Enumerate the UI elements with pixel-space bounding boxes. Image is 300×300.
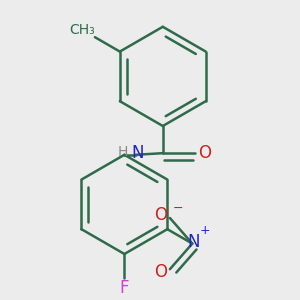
Text: N: N xyxy=(131,144,143,162)
Text: O: O xyxy=(154,263,167,281)
Text: O: O xyxy=(154,206,167,224)
Text: F: F xyxy=(120,279,129,297)
Text: H: H xyxy=(118,145,128,159)
Text: O: O xyxy=(198,144,211,162)
Text: +: + xyxy=(200,224,210,237)
Text: −: − xyxy=(172,202,183,215)
Text: CH₃: CH₃ xyxy=(70,23,95,37)
Text: N: N xyxy=(188,233,200,251)
